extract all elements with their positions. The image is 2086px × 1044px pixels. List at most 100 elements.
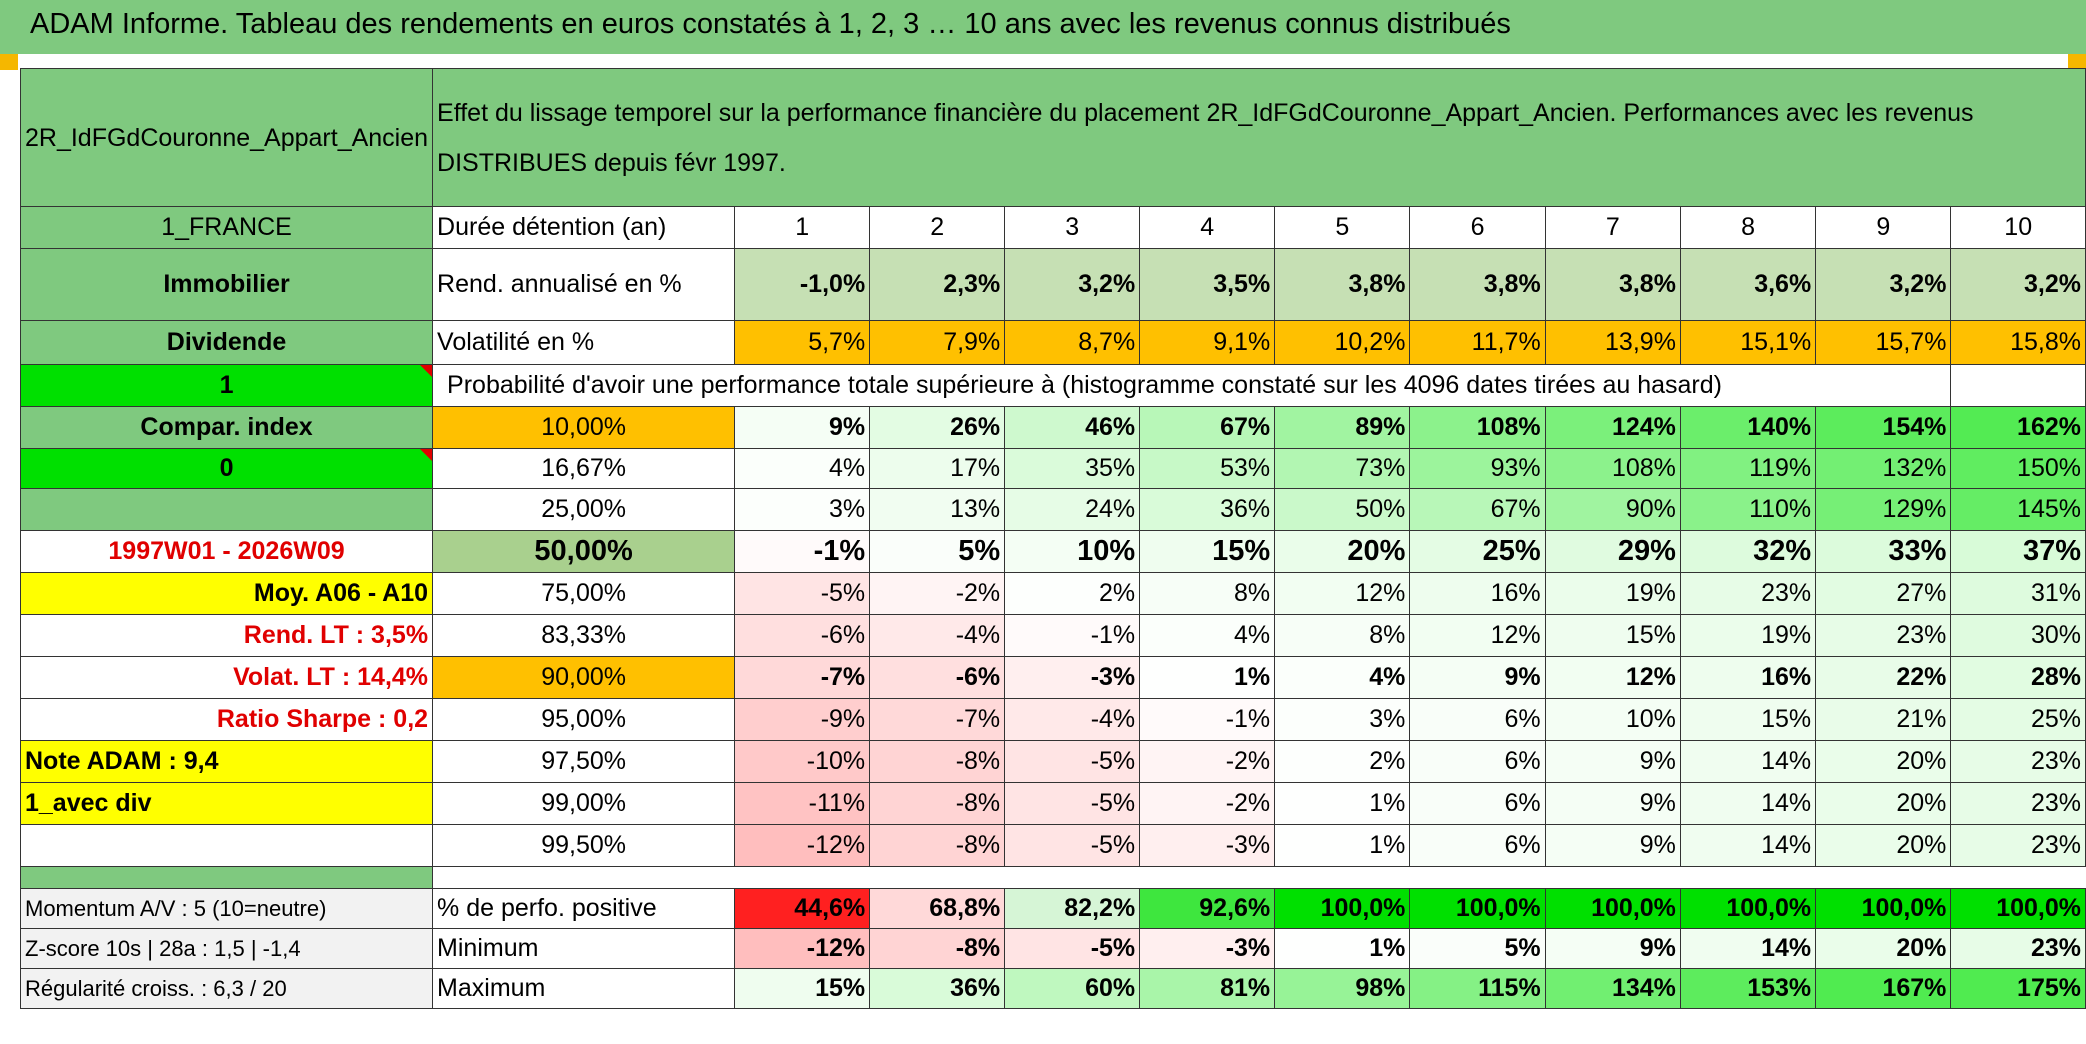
percentile-value: 22%	[1815, 656, 1952, 699]
percentile-value: 20%	[1815, 740, 1952, 783]
percentile-value: 19%	[1544, 572, 1681, 615]
volat-lt: Volat. LT : 14,4%	[19, 656, 434, 699]
percentile-value: 25%	[1950, 698, 2086, 741]
percentile-value: 3%	[734, 488, 871, 531]
rend-value: 3,2%	[1815, 248, 1952, 321]
stat-label: % de perfo. positive	[432, 888, 736, 929]
min-value: 1%	[1274, 928, 1411, 969]
percentile-value: 13%	[869, 488, 1006, 531]
percentile-label: 97,50%	[432, 740, 736, 783]
percentile-value: 29%	[1544, 530, 1681, 573]
percentile-value: 108%	[1409, 406, 1546, 449]
percentile-value: 90%	[1544, 488, 1681, 531]
max-value: 81%	[1139, 968, 1276, 1009]
sharpe: Ratio Sharpe : 0,2	[19, 698, 434, 741]
percentile-value: -1%	[734, 530, 871, 573]
percentile-value: 110%	[1679, 488, 1817, 531]
percentile-value: 20%	[1815, 824, 1952, 867]
percentile-value: 3%	[1274, 698, 1411, 741]
empty-cell	[19, 824, 434, 867]
percentile-value: 23%	[1950, 782, 2086, 825]
side-stat: Z-score 10s | 28a : 1,5 | -1,4	[19, 928, 434, 969]
vol-value: 15,8%	[1950, 320, 2086, 365]
min-value: -12%	[734, 928, 871, 969]
percentile-value: 9%	[1544, 824, 1681, 867]
max-value: 60%	[1004, 968, 1141, 1009]
percentile-row: Compar. index 10,00% 9% 26% 46% 67% 89% 108% 124…	[19, 406, 2086, 449]
percentile-label: 99,50%	[432, 824, 736, 867]
min-value: -8%	[869, 928, 1006, 969]
percentile-value: 53%	[1139, 448, 1276, 489]
max-value: 15%	[734, 968, 871, 1009]
percentile-value: -8%	[869, 740, 1006, 783]
pos-value: 100,0%	[1274, 888, 1411, 929]
max-value: 153%	[1679, 968, 1817, 1009]
percentile-value: 129%	[1815, 488, 1952, 531]
percentile-value: 17%	[869, 448, 1006, 489]
min-value: 23%	[1950, 928, 2086, 969]
percentile-value: -1%	[1139, 698, 1276, 741]
side-stat: Régularité croiss. : 6,3 / 20	[19, 968, 434, 1009]
percentile-row: Ratio Sharpe : 0,2 95,00% -9% -7% -4% -1% 3% 6%…	[19, 698, 2086, 741]
prob-title: Probabilité d'avoir une performance tota…	[432, 364, 1952, 407]
percentile-value: -5%	[1004, 824, 1141, 867]
percentile-row: 25,00% 3% 13% 24% 36% 50% 67% 90% 110% 129% 145%	[19, 488, 2086, 531]
rend-value: -1,0%	[734, 248, 871, 321]
percentile-value: 6%	[1409, 698, 1546, 741]
percentile-value: 20%	[1815, 782, 1952, 825]
percentile-row: 1997W01 - 2026W09 50,00% -1% 5% 10% 15% 20% 25%…	[19, 530, 2086, 573]
stat-label: Minimum	[432, 928, 736, 969]
percentile-value: -1%	[1004, 614, 1141, 657]
percentile-value: 1%	[1274, 824, 1411, 867]
vol-value: 7,9%	[869, 320, 1006, 365]
rend-value: 3,2%	[1004, 248, 1141, 321]
percentile-value: -6%	[869, 656, 1006, 699]
year-header: 6	[1409, 206, 1546, 249]
vol-value: 9,1%	[1139, 320, 1276, 365]
percentile-row: 1_avec div 99,00% -11% -8% -5% -2% 1% 6% 9% 14% 20…	[19, 782, 2086, 825]
flag-0: 0	[19, 448, 434, 489]
percentile-value: 150%	[1950, 448, 2086, 489]
empty-cell	[1950, 364, 2086, 407]
rend-value: 3,8%	[1274, 248, 1411, 321]
percentile-value: 1%	[1274, 782, 1411, 825]
vol-value: 11,7%	[1409, 320, 1546, 365]
spacer	[433, 867, 2086, 889]
min-value: 20%	[1815, 928, 1952, 969]
percentile-value: 15%	[1139, 530, 1276, 573]
percentile-row: Note ADAM : 9,4 97,50% -10% -8% -5% -2% 2% 6% 9%…	[19, 740, 2086, 783]
percentile-value: 25%	[1409, 530, 1546, 573]
asset-class: Immobilier	[19, 248, 434, 321]
percentile-value: 33%	[1815, 530, 1952, 573]
percentile-value: 1%	[1139, 656, 1276, 699]
percentile-value: 35%	[1004, 448, 1141, 489]
percentile-value: -8%	[869, 824, 1006, 867]
avec-div: 1_avec div	[19, 782, 434, 825]
percentile-value: 9%	[1544, 740, 1681, 783]
percentile-value: 140%	[1679, 406, 1817, 449]
period: 1997W01 - 2026W09	[19, 530, 434, 573]
percentile-value: 32%	[1679, 530, 1817, 573]
percentile-label: 25,00%	[432, 488, 736, 531]
vol-value: 15,1%	[1679, 320, 1817, 365]
min-value: 9%	[1544, 928, 1681, 969]
stat-label: Maximum	[432, 968, 736, 1009]
rend-row: Immobilier Rend. annualisé en % -1,0% 2,3% 3…	[19, 248, 2086, 321]
min-value: -3%	[1139, 928, 1276, 969]
percentile-value: 93%	[1409, 448, 1546, 489]
pos-value: 92,6%	[1139, 888, 1276, 929]
corner-marker	[0, 54, 18, 70]
stat-row: Momentum A/V : 5 (10=neutre)% de perfo. …	[19, 888, 2086, 929]
rend-value: 3,8%	[1544, 248, 1681, 321]
percentile-value: 14%	[1679, 782, 1817, 825]
percentile-value: 16%	[1679, 656, 1817, 699]
years-label: Durée détention (an)	[432, 206, 736, 249]
percentile-label: 99,00%	[432, 782, 736, 825]
spacer-row	[19, 866, 2086, 889]
percentile-value: 15%	[1679, 698, 1817, 741]
percentile-value: 145%	[1950, 488, 2086, 531]
vol-value: 13,9%	[1544, 320, 1681, 365]
percentile-row: 0 16,67% 4% 17% 35% 53% 73% 93% 108% 119% 132% 150%	[19, 448, 2086, 489]
percentile-label: 83,33%	[432, 614, 736, 657]
percentile-value: 73%	[1274, 448, 1411, 489]
